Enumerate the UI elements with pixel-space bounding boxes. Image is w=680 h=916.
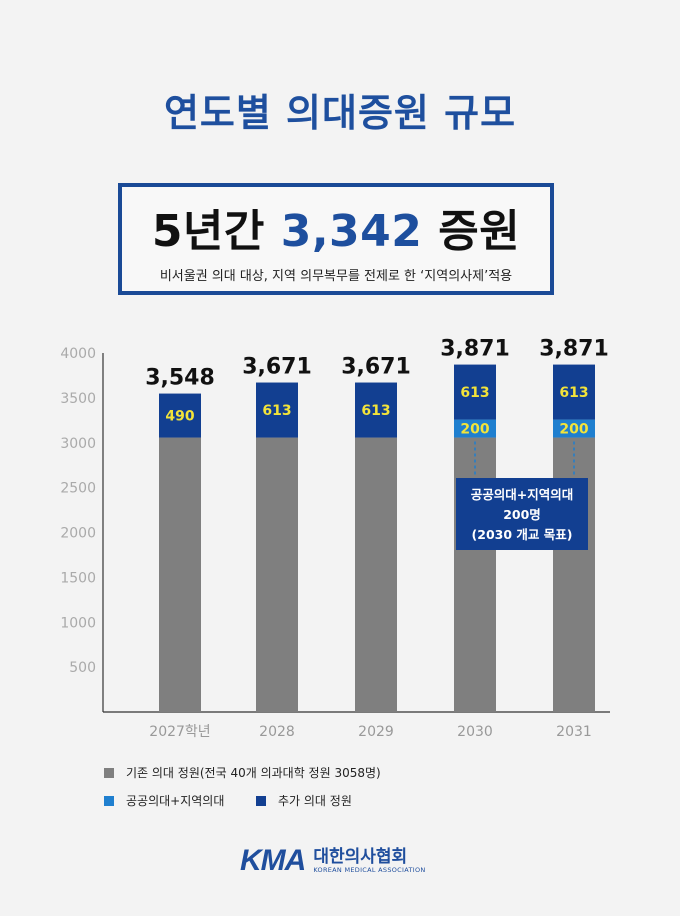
bar-public-regional-segment bbox=[454, 419, 496, 438]
bar-additional-segment bbox=[355, 382, 397, 438]
legend-label-public-regional: 공공의대+지역의대 bbox=[126, 794, 225, 808]
segment-label-public-regional: 200 bbox=[559, 422, 588, 438]
bar-additional-segment bbox=[159, 393, 201, 438]
bar-total-label: 3,871 bbox=[440, 337, 510, 362]
bar-total-label: 3,671 bbox=[242, 355, 312, 380]
y-tick-label: 2500 bbox=[60, 481, 96, 497]
legend-item-base: 기존 의대 정원(전국 40개 의과대학 정원 3058명) bbox=[104, 764, 381, 781]
x-tick-label: 2031 bbox=[556, 724, 592, 740]
legend-item-public-regional: 공공의대+지역의대 bbox=[104, 792, 224, 809]
segment-label-additional: 613 bbox=[559, 385, 588, 401]
legend-swatch-base bbox=[104, 767, 114, 778]
legend-item-additional: 추가 의대 정원 bbox=[256, 792, 352, 809]
y-tick-label: 3500 bbox=[60, 391, 96, 407]
logo-mark: KMA bbox=[240, 844, 306, 877]
bar-total-label: 3,548 bbox=[145, 366, 215, 391]
segment-label-additional: 490 bbox=[165, 409, 194, 425]
logo-name-en: KOREAN MEDICAL ASSOCIATION bbox=[313, 865, 426, 874]
bar-total-label: 3,671 bbox=[341, 355, 411, 380]
legend-label-additional: 추가 의대 정원 bbox=[278, 794, 352, 808]
segment-label-additional: 613 bbox=[262, 403, 291, 419]
y-tick-label: 1500 bbox=[60, 570, 96, 586]
page-title: 연도별 의대증원 규모 bbox=[163, 91, 517, 135]
legend-swatch-public-regional bbox=[104, 795, 114, 806]
summary-prefix: 5년간 bbox=[151, 206, 281, 257]
x-tick-label: 2030 bbox=[457, 724, 493, 740]
y-tick-label: 2000 bbox=[60, 526, 96, 542]
kma-logo: KMA 대한의사협회 KOREAN MEDICAL ASSOCIATION bbox=[240, 844, 426, 878]
bar-additional-segment bbox=[256, 382, 298, 438]
x-tick-label: 2028 bbox=[259, 724, 295, 740]
y-tick-label: 1000 bbox=[60, 615, 96, 631]
legend-label-base: 기존 의대 정원(전국 40개 의과대학 정원 3058명) bbox=[126, 766, 381, 780]
segment-label-public-regional: 200 bbox=[460, 422, 489, 438]
summary-box: 5년간 3,342 증원 비서울권 의대 대상, 지역 의무복무를 전제로 한 … bbox=[118, 183, 554, 295]
logo-text: 대한의사협회 KOREAN MEDICAL ASSOCIATION bbox=[313, 848, 425, 875]
stacked-bar-chart: 500 1000 1500 2000 2500 3000 3500 4000 2027학년 202… bbox=[60, 337, 610, 740]
bar-base-segment bbox=[256, 437, 298, 712]
annotation-box bbox=[456, 478, 588, 550]
logo-name-kr: 대한의사협회 bbox=[313, 846, 408, 867]
segment-label-additional: 613 bbox=[460, 385, 489, 401]
bar-total-label: 3,871 bbox=[539, 337, 609, 362]
annotation-text-line: (2030 개교 목표) bbox=[472, 527, 573, 542]
annotation-text-line: 200명 bbox=[503, 507, 541, 522]
bar-additional-segment bbox=[454, 364, 496, 420]
y-tick-label: 500 bbox=[69, 660, 96, 676]
bar-base-segment bbox=[159, 437, 201, 712]
bar-base-segment bbox=[355, 437, 397, 712]
y-tick-label: 3000 bbox=[60, 436, 96, 452]
segment-label-additional: 613 bbox=[361, 403, 390, 419]
y-tick-label: 4000 bbox=[60, 346, 96, 362]
x-tick-label: 2029 bbox=[358, 724, 394, 740]
summary-suffix: 증원 bbox=[422, 206, 521, 257]
summary-headline: 5년간 3,342 증원 bbox=[122, 195, 550, 259]
bar-additional-segment bbox=[553, 364, 595, 420]
summary-number: 3,342 bbox=[280, 206, 423, 257]
summary-subtitle: 비서울권 의대 대상, 지역 의무복무를 전제로 한 ‘지역의사제’적용 bbox=[159, 269, 513, 284]
annotation-text-line: 공공의대+지역의대 bbox=[471, 487, 573, 502]
legend-swatch-additional bbox=[256, 795, 266, 806]
x-tick-label: 2027학년 bbox=[149, 724, 210, 740]
bar-public-regional-segment bbox=[553, 419, 595, 438]
